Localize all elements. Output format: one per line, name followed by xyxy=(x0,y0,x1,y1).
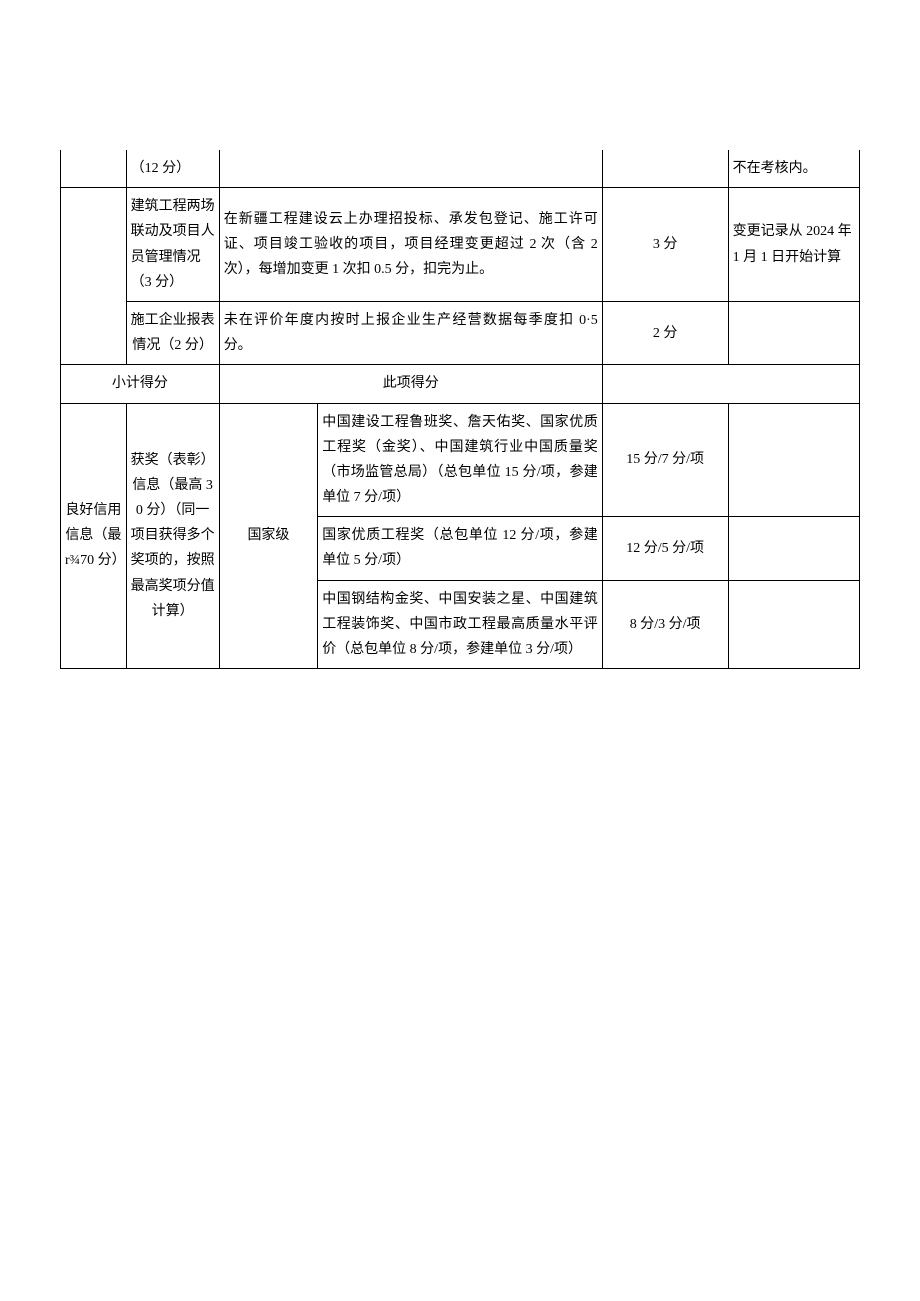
cell-score-8-3: 8 分/3 分/项 xyxy=(602,580,728,669)
cell-subtotal-result: 此项得分 xyxy=(219,365,602,403)
cell-item-linkage: 建筑工程两场联动及项目人员管理情况（3 分） xyxy=(126,188,219,302)
cell-score-15-7: 15 分/7 分/项 xyxy=(602,403,728,517)
cell-national-level: 国家级 xyxy=(219,403,318,669)
cell-award-info: 获奖（表彰）信息（最高 30 分）（同一项目获得多个奖项的，按照最高奖项分值计算… xyxy=(126,403,219,669)
cell-cat xyxy=(61,188,127,302)
cell-award-steel: 中国钢结构金奖、中国安装之星、中国建筑工程装饰奖、中国市政工程最高质量水平评价（… xyxy=(318,580,603,669)
table-row: 良好信用信息（最 r¾70 分） 获奖（表彰）信息（最高 30 分）（同一项目获… xyxy=(61,403,860,517)
table-row: 建筑工程两场联动及项目人员管理情况（3 分） 在新疆工程建设云上办理招投标、承发… xyxy=(61,188,860,302)
cell-subtotal-empty xyxy=(602,365,859,403)
cell-item-report: 施工企业报表情况（2 分） xyxy=(126,301,219,364)
cell-cat xyxy=(61,301,127,364)
cell-note-empty xyxy=(728,580,859,669)
cell-subtotal-label: 小计得分 xyxy=(61,365,220,403)
cell-score-12-5: 12 分/5 分/项 xyxy=(602,517,728,580)
cell-desc xyxy=(219,150,602,188)
subtotal-row: 小计得分 此项得分 xyxy=(61,365,860,403)
cell-note-empty xyxy=(728,403,859,517)
cell-award-luban: 中国建设工程鲁班奖、詹天佑奖、国家优质工程奖（金奖）、中国建筑行业中国质量奖（市… xyxy=(318,403,603,517)
cell-desc-linkage: 在新疆工程建设云上办理招投标、承发包登记、施工许可证、项目竣工验收的项目，项目经… xyxy=(219,188,602,302)
cell-cat xyxy=(61,150,127,188)
scoring-table: （12 分） 不在考核内。 建筑工程两场联动及项目人员管理情况（3 分） 在新疆… xyxy=(60,150,860,669)
cell-good-credit: 良好信用信息（最 r¾70 分） xyxy=(61,403,127,669)
cell-note-2024: 变更记录从 2024 年 1 月 1 日开始计算 xyxy=(728,188,859,302)
cell-note: 不在考核内。 xyxy=(728,150,859,188)
table-row: （12 分） 不在考核内。 xyxy=(61,150,860,188)
cell-score xyxy=(602,150,728,188)
cell-item-12pts: （12 分） xyxy=(126,150,219,188)
cell-award-national-quality: 国家优质工程奖（总包单位 12 分/项，参建单位 5 分/项） xyxy=(318,517,603,580)
table-row: 施工企业报表情况（2 分） 未在评价年度内按时上报企业生产经营数据每季度扣 0·… xyxy=(61,301,860,364)
cell-desc-report: 未在评价年度内按时上报企业生产经营数据每季度扣 0·5 分。 xyxy=(219,301,602,364)
cell-score-3: 3 分 xyxy=(602,188,728,302)
cell-note-empty xyxy=(728,301,859,364)
cell-note-empty xyxy=(728,517,859,580)
cell-score-2: 2 分 xyxy=(602,301,728,364)
